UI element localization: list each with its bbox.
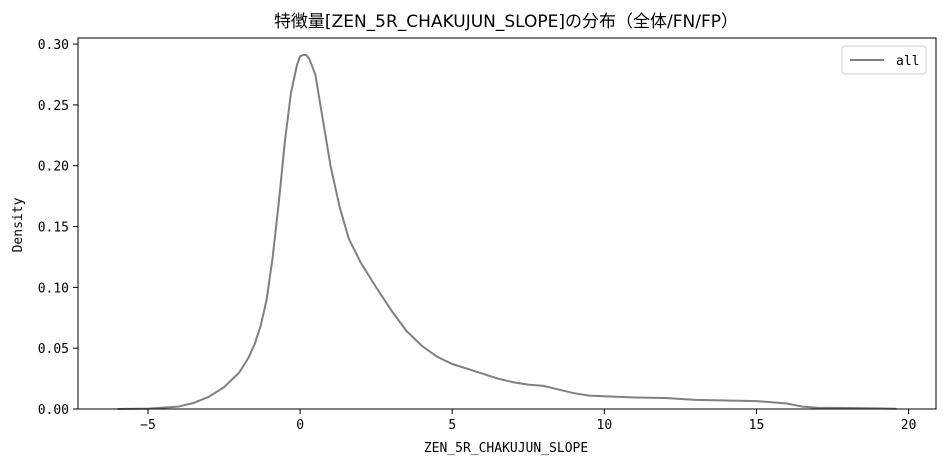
plot-area <box>117 54 897 410</box>
x-tick-label: 5 <box>448 418 456 433</box>
y-tick-label: 0.10 <box>38 281 69 296</box>
y-axis-label: Density <box>11 197 26 252</box>
y-tick-label: 0.00 <box>38 403 69 418</box>
x-tick-label: 0 <box>296 418 304 433</box>
legend: all <box>841 45 927 75</box>
chart-title: 特徴量[ZEN_5R_CHAKUJUN_SLOPE]の分布（全体/FN/FP） <box>274 12 738 32</box>
y-tick-label: 0.20 <box>38 160 69 175</box>
legend-label-all: all <box>896 54 919 69</box>
x-tick-label: 20 <box>901 418 917 433</box>
y-tick-label: 0.05 <box>38 342 69 357</box>
x-axis-label: ZEN_5R_CHAKUJUN_SLOPE <box>424 441 588 456</box>
x-tick-label: −5 <box>140 418 156 433</box>
x-tick-label: 10 <box>597 418 613 433</box>
y-tick-label: 0.30 <box>38 38 69 53</box>
y-tick-label: 0.15 <box>38 221 69 236</box>
plot-frame <box>77 37 937 410</box>
series-line-all <box>117 54 897 410</box>
x-tick-label: 15 <box>749 418 765 433</box>
y-tick-label: 0.25 <box>38 99 69 114</box>
axes: −5 0 5 10 15 20 0.00 0.05 0.10 0.15 0.20 0.25 0.30 <box>38 37 937 433</box>
